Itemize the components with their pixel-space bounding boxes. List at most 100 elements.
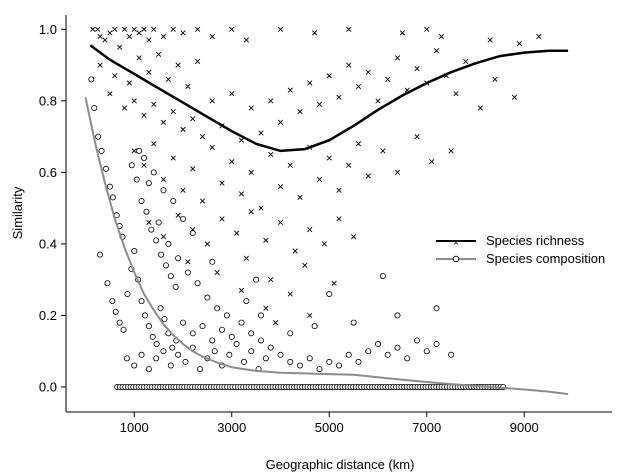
species-composition-point	[189, 330, 196, 337]
species-composition-point	[145, 180, 152, 187]
species-composition-point	[233, 341, 240, 348]
species-richness-point	[190, 166, 196, 172]
species-composition-point	[209, 337, 216, 344]
x-axis-title: Geographic distance (km)	[266, 457, 415, 472]
species-richness-point	[160, 119, 167, 125]
species-richness-point	[463, 58, 469, 65]
species-richness-point	[214, 269, 220, 276]
species-composition-point	[287, 330, 294, 337]
species-composition-point	[145, 323, 152, 330]
species-richness-point	[487, 37, 493, 43]
species-composition-point	[91, 104, 98, 111]
species-composition-point	[394, 344, 401, 351]
species-richness-point	[414, 133, 420, 140]
species-richness-point	[263, 305, 269, 311]
species-composition-point	[226, 351, 233, 358]
species-richness-point	[277, 26, 284, 32]
species-composition-trend-line	[84, 97, 569, 396]
species-composition-point	[160, 348, 167, 355]
species-richness-point	[180, 30, 186, 36]
species-richness-point	[346, 26, 352, 32]
species-richness-point	[238, 191, 245, 197]
y-tick-label: 0.2	[39, 308, 57, 323]
species-richness-point	[204, 241, 210, 247]
species-richness-point	[238, 137, 245, 143]
species-richness-point	[126, 80, 132, 86]
species-richness-point	[258, 205, 264, 211]
species-composition-point	[296, 362, 303, 369]
species-composition-point	[160, 187, 167, 194]
species-richness-point	[219, 216, 225, 222]
species-composition-point	[95, 133, 102, 140]
species-richness-point	[326, 73, 332, 79]
species-composition-point	[133, 176, 140, 183]
species-richness-point	[438, 33, 444, 40]
species-richness-point	[277, 219, 284, 226]
y-axis-ticks: 0.0 0.2 0.4 0.6 0.8 1.0	[39, 22, 66, 394]
species-composition-point	[257, 312, 264, 319]
species-richness-point	[90, 26, 96, 32]
species-composition-point	[179, 215, 186, 222]
species-richness-point	[321, 241, 327, 247]
legend-label-species-richness: Species richness	[486, 233, 585, 248]
species-composition-point	[109, 194, 116, 201]
species-richness-point	[307, 226, 313, 233]
species-richness-point	[248, 169, 254, 175]
species-richness-point	[209, 144, 215, 150]
species-richness-point	[209, 98, 215, 104]
y-tick-label: 0.4	[39, 236, 57, 251]
species-richness-point	[219, 180, 225, 186]
species-richness-point	[121, 105, 128, 111]
species-richness-point	[429, 159, 435, 165]
species-richness-point	[248, 209, 254, 215]
species-composition-point	[316, 366, 323, 373]
species-richness-point	[511, 94, 518, 100]
species-richness-point	[141, 26, 147, 32]
species-richness-point	[297, 108, 303, 115]
species-composition-point	[379, 273, 386, 280]
y-tick-label: 1.0	[39, 22, 57, 37]
species-richness-point	[165, 76, 171, 82]
x-tick-label: 1000	[120, 420, 149, 435]
species-richness-point	[131, 148, 137, 154]
species-richness-point	[199, 198, 206, 204]
species-richness-point	[243, 37, 249, 43]
species-richness-point	[229, 91, 235, 97]
species-composition-point	[248, 348, 255, 355]
species-richness-point	[229, 26, 235, 32]
species-richness-point	[355, 141, 362, 147]
species-richness-point	[175, 62, 181, 68]
species-richness-point	[287, 87, 293, 93]
species-richness-point	[346, 62, 352, 68]
species-composition-point	[262, 355, 269, 362]
species-composition-point	[277, 351, 284, 358]
species-richness-point	[307, 312, 313, 319]
species-composition-point	[211, 348, 218, 355]
species-richness-point	[302, 262, 308, 268]
species-richness-point	[258, 130, 264, 136]
species-richness-point	[146, 69, 152, 75]
legend-marker-circle-icon	[452, 255, 460, 263]
species-richness-point	[316, 176, 323, 183]
species-richness-point	[229, 159, 235, 165]
species-composition-point	[184, 269, 191, 276]
species-composition-point	[218, 326, 225, 333]
species-richness-point	[268, 98, 274, 104]
species-richness-point	[180, 126, 186, 133]
species-composition-point	[223, 312, 230, 319]
species-composition-point	[326, 358, 333, 365]
species-richness-point	[151, 26, 157, 32]
species-richness-point	[97, 33, 103, 40]
species-composition-point	[97, 251, 104, 258]
species-richness-point	[107, 91, 113, 97]
species-richness-point	[424, 26, 430, 32]
species-composition-point	[194, 280, 201, 287]
species-richness-point	[448, 148, 454, 154]
species-richness-point	[185, 83, 191, 90]
species-composition-point	[138, 351, 145, 358]
species-richness-point	[136, 55, 142, 61]
species-composition-point	[170, 197, 177, 204]
species-composition-point	[150, 169, 157, 176]
species-composition-point	[345, 351, 352, 358]
